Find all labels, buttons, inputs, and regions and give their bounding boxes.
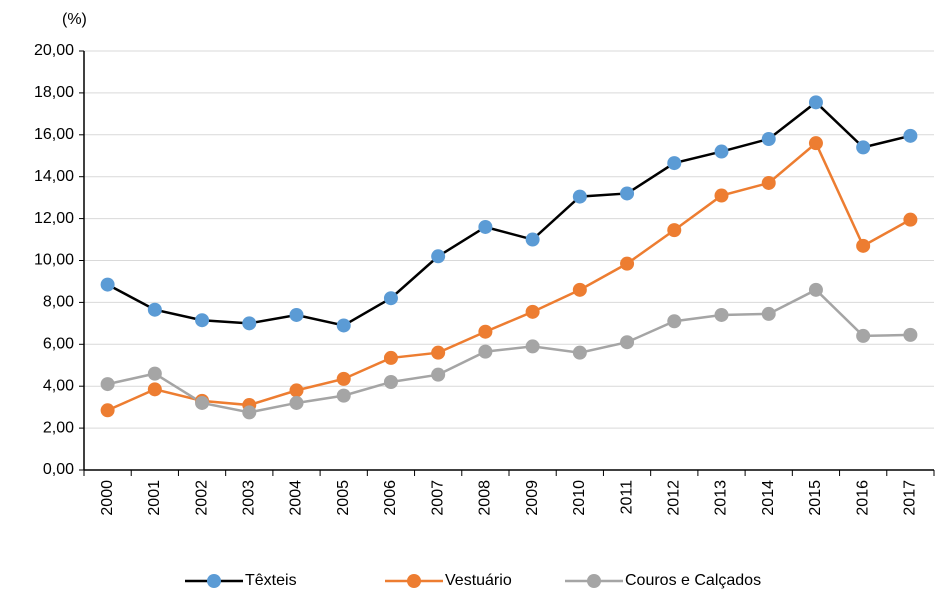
data-point — [289, 395, 304, 410]
y-axis-label: (%) — [62, 11, 87, 28]
data-point — [903, 212, 918, 227]
series-line — [107, 100, 911, 327]
data-point — [289, 383, 304, 398]
x-tick-label: 2012 — [665, 480, 682, 516]
data-point — [808, 282, 823, 297]
data-point — [431, 249, 446, 264]
legend-label: Couros e Calçados — [625, 572, 761, 589]
data-point — [761, 175, 776, 190]
data-point — [808, 136, 823, 151]
x-tick-label: 2015 — [807, 480, 824, 516]
data-point — [147, 366, 162, 381]
data-point — [525, 304, 540, 319]
y-tick-label: 0,00 — [43, 461, 74, 478]
x-tick-label: 2014 — [760, 480, 777, 516]
data-point — [336, 371, 351, 386]
series-line — [107, 288, 911, 414]
x-tick-label: 2005 — [335, 480, 352, 516]
x-tick-label: 2006 — [382, 480, 399, 516]
data-point — [714, 144, 729, 159]
data-point — [431, 367, 446, 382]
x-tick-label: 2016 — [854, 480, 871, 516]
x-tick-label: 2017 — [902, 480, 919, 516]
x-tick-label: 2010 — [571, 480, 588, 516]
data-point — [620, 335, 635, 350]
y-tick-label: 8,00 — [43, 294, 74, 311]
data-point — [383, 375, 398, 390]
series-line — [107, 141, 911, 412]
y-tick-label: 2,00 — [43, 419, 74, 436]
data-point — [525, 339, 540, 354]
legend-marker — [587, 574, 601, 588]
x-tick-label: 2001 — [146, 480, 163, 516]
data-point — [100, 403, 115, 418]
x-tick-label: 2013 — [713, 480, 730, 516]
data-point — [856, 140, 871, 155]
data-point — [903, 128, 918, 143]
data-point — [761, 131, 776, 146]
data-point — [336, 388, 351, 403]
y-tick-label: 20,00 — [34, 42, 74, 59]
data-point — [478, 219, 493, 234]
data-point — [289, 307, 304, 322]
data-point — [431, 345, 446, 360]
data-point — [147, 302, 162, 317]
data-point — [383, 350, 398, 365]
y-tick-label: 10,00 — [34, 252, 74, 269]
data-point — [100, 277, 115, 292]
data-point — [525, 232, 540, 247]
data-point — [242, 316, 257, 331]
data-point — [195, 313, 210, 328]
data-point — [620, 186, 635, 201]
legend-marker — [207, 574, 221, 588]
x-tick-label: 2002 — [193, 480, 210, 516]
data-point — [903, 327, 918, 342]
x-tick-label: 2003 — [240, 480, 257, 516]
data-point — [242, 405, 257, 420]
y-tick-label: 16,00 — [34, 126, 74, 143]
y-tick-label: 12,00 — [34, 210, 74, 227]
data-point — [856, 238, 871, 253]
x-tick-label: 2007 — [429, 480, 446, 516]
y-tick-label: 14,00 — [34, 168, 74, 185]
y-tick-label: 4,00 — [43, 377, 74, 394]
data-point — [667, 314, 682, 329]
data-point — [383, 291, 398, 306]
data-point — [147, 382, 162, 397]
data-point — [478, 324, 493, 339]
data-point — [336, 318, 351, 333]
data-point — [714, 188, 729, 203]
y-tick-label: 6,00 — [43, 336, 74, 353]
data-point — [572, 282, 587, 297]
legend-label: Vestuário — [445, 572, 512, 589]
legend-label: Têxteis — [245, 572, 297, 589]
data-point — [100, 377, 115, 392]
x-tick-label: 2000 — [99, 480, 116, 516]
data-point — [808, 95, 823, 110]
x-tick-label: 2011 — [618, 480, 635, 515]
data-point — [572, 345, 587, 360]
data-point — [667, 156, 682, 171]
data-point — [856, 328, 871, 343]
data-point — [714, 307, 729, 322]
data-point — [478, 344, 493, 359]
legend-marker — [407, 574, 421, 588]
data-point — [620, 256, 635, 271]
y-tick-label: 18,00 — [34, 84, 74, 101]
x-tick-label: 2008 — [477, 480, 494, 516]
data-point — [572, 189, 587, 204]
data-point — [761, 306, 776, 321]
x-tick-label: 2004 — [288, 480, 305, 516]
data-point — [195, 395, 210, 410]
x-tick-label: 2009 — [524, 480, 541, 516]
data-point — [667, 223, 682, 238]
